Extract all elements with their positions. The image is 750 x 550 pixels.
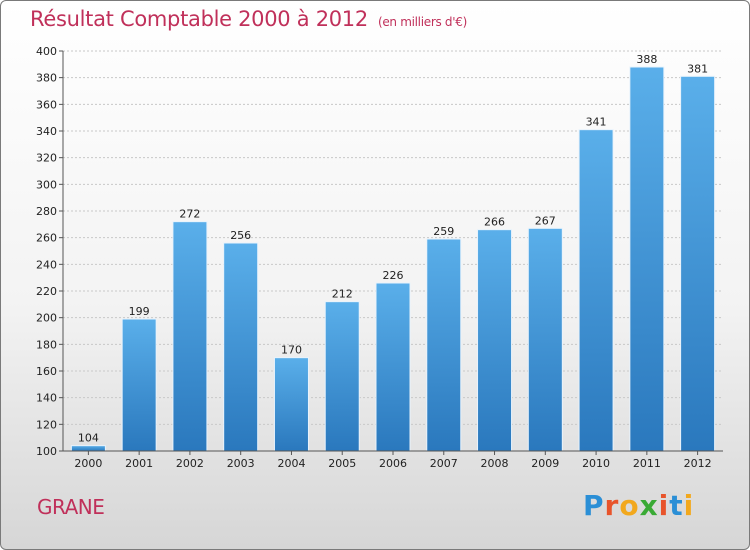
value-label-2007: 259 [433, 225, 454, 238]
value-label-2011: 388 [636, 53, 657, 66]
value-label-2002: 272 [179, 208, 200, 221]
logo-letter: o [619, 489, 640, 522]
value-label-2003: 256 [230, 229, 251, 242]
y-tick-label: 360 [36, 98, 57, 111]
chart-title: Résultat Comptable 2000 à 2012 (en millie… [30, 7, 467, 31]
bar-2007 [426, 238, 462, 452]
axes: 100 120 140 160 180 200 220 240 260 280 300 320 340 3… [36, 45, 723, 470]
bar-2001 [121, 318, 157, 452]
commune-name: GRANE [37, 495, 105, 519]
bar-2000 [70, 445, 106, 452]
y-tick-label: 260 [36, 232, 57, 245]
x-tick-label-2005: 2005 [328, 457, 356, 470]
y-tick-label: 160 [36, 365, 57, 378]
x-tick-label-2012: 2012 [684, 457, 712, 470]
y-tick-label: 140 [36, 392, 57, 405]
y-tick-label: 200 [36, 312, 57, 325]
chart-title-text: Résultat Comptable 2000 à 2012 [30, 7, 368, 31]
chart-subtitle: (en milliers d'€) [377, 15, 467, 29]
y-tick-label: 340 [36, 125, 57, 138]
x-tick-label-2004: 2004 [277, 457, 305, 470]
x-tick-label-2001: 2001 [125, 457, 153, 470]
bar-2012 [680, 75, 716, 452]
bars: 104 199 272 256 170 212 226 259 266 267 341 388 381 [70, 53, 716, 452]
logo-letter: x [639, 489, 659, 522]
x-tick-label-2011: 2011 [633, 457, 661, 470]
logo-letter: i [658, 489, 670, 522]
y-tick-label: 120 [36, 418, 57, 431]
value-label-2010: 341 [586, 116, 607, 129]
value-label-2009: 267 [535, 214, 556, 227]
x-tick-label-2006: 2006 [379, 457, 407, 470]
logo-letter: i [683, 489, 695, 522]
bar-2006 [375, 282, 411, 452]
x-tick-label-2008: 2008 [481, 457, 509, 470]
value-label-2001: 199 [129, 305, 150, 318]
bar-2004 [273, 357, 309, 452]
bar-2009 [527, 227, 563, 452]
value-label-2000: 104 [78, 432, 99, 445]
y-tick-label: 220 [36, 285, 57, 298]
y-tick-label: 320 [36, 152, 57, 165]
bar-2003 [223, 242, 259, 452]
proxiti-logo: Proxiti [583, 489, 694, 522]
bar-2011 [629, 66, 665, 452]
bar-2008 [477, 229, 513, 452]
value-label-2004: 170 [281, 344, 302, 357]
y-tick-label: 380 [36, 72, 57, 85]
y-tick-label: 300 [36, 178, 57, 191]
x-tick-label-2000: 2000 [74, 457, 102, 470]
y-tick-label: 280 [36, 205, 57, 218]
x-tick-label-2009: 2009 [531, 457, 559, 470]
y-tick-label: 240 [36, 258, 57, 271]
value-label-2005: 212 [332, 288, 353, 301]
x-tick-label-2003: 2003 [227, 457, 255, 470]
bar-2005 [324, 301, 360, 452]
y-tick-label: 400 [36, 45, 57, 58]
x-tick-label-2010: 2010 [582, 457, 610, 470]
bar-2010 [578, 129, 614, 452]
logo-letter: P [583, 489, 605, 522]
value-label-2012: 381 [687, 62, 708, 75]
logo-letter: r [604, 489, 620, 522]
y-tick-label: 180 [36, 338, 57, 351]
bar-2002 [172, 221, 208, 452]
value-label-2008: 266 [484, 216, 505, 229]
x-tick-label-2002: 2002 [176, 457, 204, 470]
y-tick-label: 100 [36, 445, 57, 458]
value-label-2006: 226 [383, 269, 404, 282]
logo-letter: t [669, 489, 684, 522]
x-tick-label-2007: 2007 [430, 457, 458, 470]
